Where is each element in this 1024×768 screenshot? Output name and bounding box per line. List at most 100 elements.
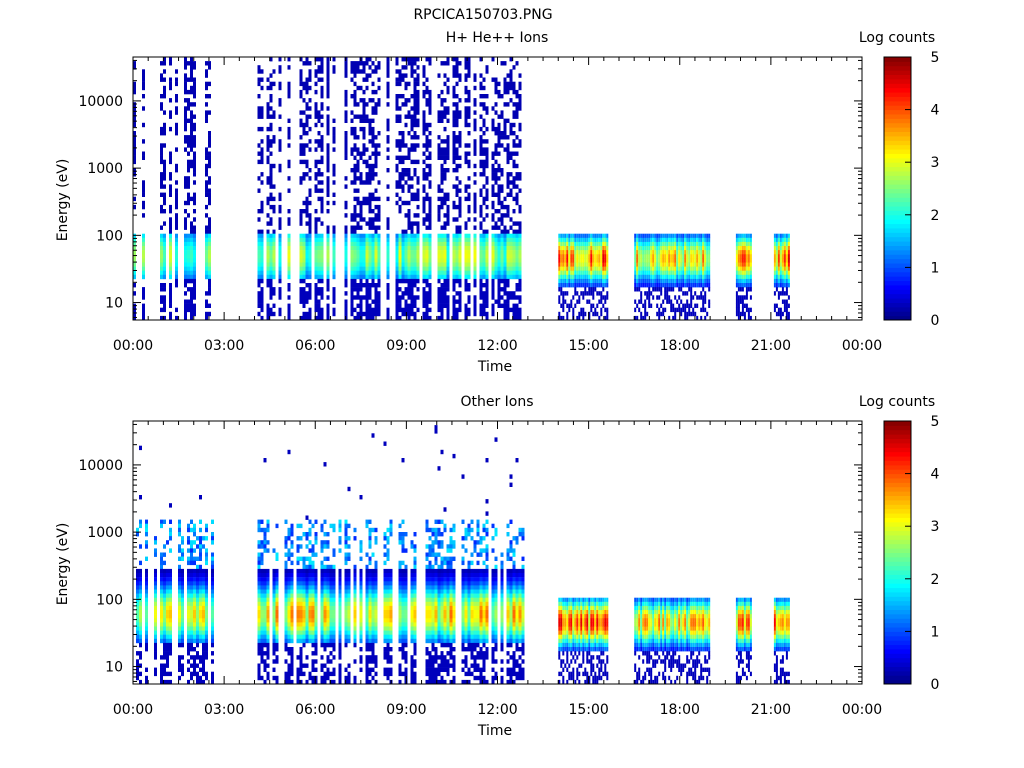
spectrogram-cell [656, 266, 659, 271]
spectrogram-cell [779, 254, 782, 259]
spectrogram-cell [278, 250, 282, 255]
spectrogram-cell [407, 283, 411, 288]
spectrogram-cell [178, 626, 181, 631]
spectrogram-cell [193, 540, 196, 545]
spectrogram-cell [169, 192, 172, 197]
spectrogram-cell [509, 98, 513, 103]
spectrogram-cell [362, 233, 366, 239]
spectrogram-cell [374, 159, 378, 165]
spectrogram-cell [353, 274, 357, 280]
spectrogram-cell [350, 274, 354, 280]
spectrogram-cell [735, 274, 738, 280]
spectrogram-cell [446, 192, 450, 197]
spectrogram-cell [512, 151, 516, 156]
spectrogram-cell [648, 283, 651, 288]
spectrogram-cell [745, 266, 748, 271]
spectrogram-cell [371, 126, 375, 132]
spectrogram-cell [708, 299, 711, 304]
spectrogram-cell [353, 196, 357, 202]
spectrogram-cell [646, 233, 649, 239]
spectrogram-cell [202, 536, 205, 541]
spectrogram-cell [260, 114, 264, 119]
spectrogram-cell [401, 57, 405, 62]
spectrogram-cell [437, 266, 441, 271]
spectrogram-cell [574, 237, 577, 243]
spectrogram-cell [640, 262, 643, 267]
spectrogram-cell [783, 246, 786, 251]
spectrogram-cell [320, 135, 324, 140]
spectrogram-cell [187, 163, 190, 169]
spectrogram-cell [781, 311, 784, 317]
spectrogram-cell [500, 250, 504, 255]
spectrogram-cell [558, 233, 561, 239]
spectrogram-cell [467, 254, 471, 259]
spectrogram-cell [452, 135, 456, 140]
spectrogram-cell [187, 568, 190, 574]
spectrogram-cell [580, 262, 583, 267]
spectrogram-cell [494, 241, 498, 247]
spectrogram-cell [266, 143, 270, 148]
spectrogram-cell [512, 163, 516, 169]
spectrogram-cell [652, 237, 655, 243]
spectrogram-cell [600, 270, 603, 276]
spectrogram-cell [586, 241, 589, 247]
spectrogram-cell [320, 155, 324, 160]
spectrogram-cell [702, 299, 705, 304]
spectrogram-cell [455, 192, 459, 197]
spectrogram-cell [578, 262, 581, 267]
spectrogram-cell [269, 258, 273, 263]
spectrogram-cell [365, 163, 369, 169]
spectrogram-cell [749, 278, 752, 284]
spectrogram-cell [518, 258, 522, 263]
spectrogram-cell [700, 270, 703, 276]
spectrogram-cell [425, 237, 429, 243]
spectrogram-cell [365, 147, 369, 152]
spectrogram-cell [407, 254, 411, 259]
spectrogram-cell [353, 69, 357, 74]
spectrogram-cell [564, 254, 567, 259]
spectrogram-cell [574, 291, 577, 296]
spectrogram-cell [452, 151, 456, 156]
spectrogram-cell [356, 225, 360, 230]
spectrogram-cell [362, 237, 366, 243]
spectrogram-cell [377, 143, 381, 148]
spectrogram-cell [205, 85, 208, 91]
spectrogram-cell [398, 274, 402, 280]
spectrogram-cell [404, 213, 408, 218]
colorbar-swatch [884, 276, 911, 282]
spectrogram-cell [317, 69, 321, 74]
spectrogram-cell [326, 278, 330, 284]
spectrogram-cell [272, 69, 276, 74]
spectrogram-cell [654, 246, 657, 251]
spectrogram-cell [344, 233, 348, 239]
spectrogram-cell [169, 233, 172, 239]
spectrogram-cell [163, 663, 166, 668]
spectrogram-cell [458, 283, 462, 288]
spectrogram-cell [446, 270, 450, 276]
spectrogram-cell [422, 303, 426, 308]
spectrogram-cell [136, 589, 139, 594]
spectrogram-cell [169, 274, 172, 280]
spectrogram-cell [422, 151, 426, 156]
spectrogram-cell [506, 258, 510, 263]
spectrogram-cell [781, 274, 784, 280]
spectrogram-cell [506, 283, 510, 288]
spectrogram-cell [326, 180, 330, 185]
spectrogram-cell [670, 237, 673, 243]
spectrogram-cell [190, 77, 193, 82]
spectrogram-cell [386, 246, 390, 251]
spectrogram-cell [570, 274, 573, 280]
spectrogram-cell [485, 278, 489, 284]
spectrogram-cell [386, 262, 390, 267]
spectrogram-cell [160, 663, 163, 668]
spectrogram-cell [410, 126, 414, 132]
spectrogram-cell [142, 184, 145, 189]
spectrogram-cell [193, 102, 196, 107]
spectrogram-cell [503, 241, 507, 247]
spectrogram-cell [278, 311, 282, 317]
spectrogram-cell [735, 233, 738, 239]
spectrogram-cell [344, 143, 348, 148]
spectrogram-cell [190, 159, 193, 165]
spectrogram-cell [257, 188, 261, 193]
spectrogram-cell [600, 246, 603, 251]
